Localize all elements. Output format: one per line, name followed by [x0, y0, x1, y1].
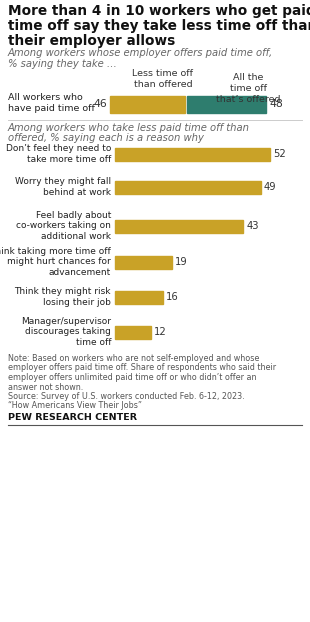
Text: Less time off
than offered: Less time off than offered: [132, 69, 193, 89]
Text: 48: 48: [269, 99, 283, 109]
Text: their employer allows: their employer allows: [8, 34, 175, 48]
Text: 52: 52: [273, 149, 286, 159]
Bar: [115, 325, 151, 338]
Text: Think they might risk
losing their job: Think they might risk losing their job: [15, 287, 111, 307]
Text: time off say they take less time off than: time off say they take less time off tha…: [8, 19, 310, 33]
Text: % saying they take …: % saying they take …: [8, 59, 117, 69]
Text: Note: Based on workers who are not self-employed and whose: Note: Based on workers who are not self-…: [8, 354, 259, 363]
Text: 12: 12: [154, 327, 166, 337]
Text: Among workers whose employer offers paid time off,: Among workers whose employer offers paid…: [8, 48, 273, 58]
Bar: [115, 180, 261, 193]
Text: 49: 49: [264, 182, 277, 192]
Text: answer not shown.: answer not shown.: [8, 383, 83, 391]
Text: Source: Survey of U.S. workers conducted Feb. 6-12, 2023.: Source: Survey of U.S. workers conducted…: [8, 392, 245, 401]
Text: All the
time off
that’s offered: All the time off that’s offered: [216, 73, 280, 104]
Text: 19: 19: [175, 257, 187, 267]
Text: offered, % saying each is a reason why: offered, % saying each is a reason why: [8, 133, 204, 143]
Text: All workers who
have paid time off: All workers who have paid time off: [8, 93, 95, 113]
Text: More than 4 in 10 workers who get paid: More than 4 in 10 workers who get paid: [8, 4, 310, 18]
Text: Feel badly about
co-workers taking on
additional work: Feel badly about co-workers taking on ad…: [16, 211, 111, 241]
Bar: [188, 96, 266, 113]
Text: Worry they might fall
behind at work: Worry they might fall behind at work: [15, 177, 111, 197]
Text: 46: 46: [93, 99, 107, 109]
Text: employer offers unlimited paid time off or who didn’t offer an: employer offers unlimited paid time off …: [8, 373, 256, 382]
Bar: [110, 96, 185, 113]
Text: Don’t feel they need to
take more time off: Don’t feel they need to take more time o…: [6, 144, 111, 164]
Text: Manager/supervisor
discourages taking
time off: Manager/supervisor discourages taking ti…: [21, 317, 111, 347]
Bar: [115, 290, 163, 304]
Text: Among workers who take less paid time off than: Among workers who take less paid time of…: [8, 123, 250, 133]
Bar: [115, 147, 270, 160]
Text: employer offers paid time off. Share of respondents who said their: employer offers paid time off. Share of …: [8, 363, 276, 373]
Bar: [115, 220, 243, 233]
Text: Think taking more time off
might hurt chances for
advancement: Think taking more time off might hurt ch…: [0, 247, 111, 277]
Bar: [115, 256, 172, 269]
Text: 43: 43: [246, 221, 259, 231]
Text: “How Americans View Their Jobs”: “How Americans View Their Jobs”: [8, 401, 142, 411]
Text: PEW RESEARCH CENTER: PEW RESEARCH CENTER: [8, 413, 137, 422]
Text: 16: 16: [166, 292, 179, 302]
